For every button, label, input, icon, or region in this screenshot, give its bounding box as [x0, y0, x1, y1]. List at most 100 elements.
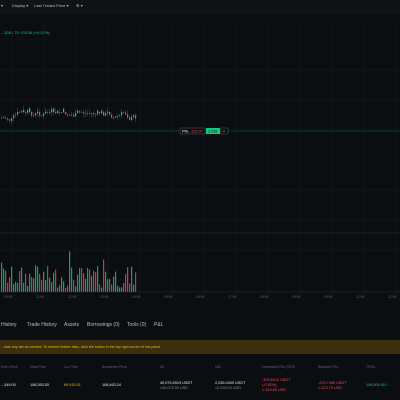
candle	[117, 115, 119, 117]
ohlc-legend: ...3051.70 +25.30 (+0.02%)	[0, 14, 200, 35]
volume-bar	[123, 282, 125, 292]
candle	[77, 110, 79, 114]
volume-bar	[21, 267, 23, 292]
candle	[65, 112, 67, 115]
volume-bar	[107, 279, 109, 292]
candle	[35, 113, 37, 116]
price-chart[interactable]: PNL -129.97 2.238 × 10:00 11:00 12:00 13:00…	[0, 22, 400, 298]
volume-bar	[65, 287, 67, 292]
interval-dropdown[interactable]: ▾	[1, 3, 4, 8]
candle	[85, 113, 87, 114]
volume-bar	[105, 271, 107, 292]
volume-bar	[93, 270, 95, 292]
tab-pnl[interactable]: P&L	[154, 322, 164, 328]
volume-bar	[57, 287, 59, 292]
tab-trade-history[interactable]: Trade History	[27, 322, 57, 328]
candle	[49, 112, 51, 113]
candle	[129, 117, 131, 120]
tab-history[interactable]: History	[1, 322, 17, 328]
mm-usd: ≈2,235.04 USD	[215, 386, 241, 390]
volume-bar	[63, 281, 65, 292]
candle	[63, 108, 65, 113]
volume-bar	[5, 270, 7, 292]
candle	[71, 114, 73, 116]
header-entry-price: Entry Price	[1, 365, 18, 369]
volume-bar	[69, 251, 71, 292]
candle	[123, 112, 125, 113]
close-position-button[interactable]	[220, 127, 229, 135]
candle	[83, 112, 85, 114]
volume-bar	[15, 281, 17, 292]
header-mm: MM	[215, 365, 221, 369]
volume-bar	[101, 287, 103, 292]
pnl-marker-value: -129.97	[190, 130, 203, 134]
candle	[93, 113, 95, 115]
volume-bar	[59, 284, 61, 292]
candle	[95, 114, 97, 115]
candle	[7, 118, 9, 120]
unrealized-pnl: -329.6012 USDT	[262, 378, 291, 382]
breakeven-price: 108,463.24	[102, 383, 122, 387]
volume-bar	[77, 274, 79, 292]
time-label: 21:00	[356, 295, 365, 298]
volume-bar	[53, 272, 55, 292]
price-type-dropdown[interactable]: Last Traded Price ▾	[34, 3, 69, 8]
chart-toolbar: ▾ Display ▾ Last Traded Price ▾ ⚙ ▾	[0, 0, 400, 14]
candle	[113, 117, 115, 119]
volume-bar	[111, 284, 113, 292]
time-label: 19:00	[292, 295, 301, 298]
volume-bar	[37, 266, 39, 292]
candle	[33, 115, 35, 116]
candle	[29, 108, 31, 112]
volume-bar	[73, 280, 75, 292]
chart-settings-dropdown[interactable]: ⚙ ▾	[76, 3, 83, 8]
volume-bar	[7, 282, 9, 292]
time-label: 20:00	[324, 295, 333, 298]
candle	[97, 110, 99, 115]
display-dropdown[interactable]: Display ▾	[12, 3, 29, 8]
candle	[135, 115, 137, 119]
pnl-marker-label: PNL	[182, 130, 189, 134]
candle	[27, 109, 29, 113]
candle	[53, 108, 55, 112]
volume-bar	[47, 266, 49, 292]
volume-bar	[117, 285, 119, 292]
header-breakeven: Breakeven Price	[102, 365, 127, 369]
tab-assets[interactable]: Assets	[64, 322, 80, 328]
volume-bar	[31, 277, 33, 292]
bottom-panel-tabs: History Trade History Assets Borrowings …	[0, 318, 400, 332]
volume-bar	[61, 277, 63, 292]
candle	[1, 117, 3, 119]
candle	[89, 113, 91, 114]
candle	[79, 111, 81, 113]
entry-price: ...349.00	[1, 383, 16, 387]
volume-bar	[99, 284, 101, 292]
volume-bar	[97, 266, 99, 292]
volume-bar	[41, 280, 43, 292]
candle	[121, 112, 123, 116]
tab-borrowings[interactable]: Borrowings (0)	[87, 322, 120, 328]
volume-bar	[129, 283, 131, 292]
volume-bar	[11, 266, 13, 292]
candle	[25, 112, 27, 113]
candle	[51, 109, 53, 113]
candle	[75, 113, 77, 117]
candle	[17, 111, 19, 115]
volume-bar	[27, 286, 29, 292]
pnl-marker[interactable]: PNL -129.97 2.238 ×	[179, 127, 229, 135]
header-im: IM	[160, 365, 164, 369]
candle	[107, 111, 109, 114]
candle	[55, 112, 57, 114]
tpsl-value[interactable]: 108,000.00 / ...	[366, 383, 392, 387]
position-row[interactable]: ...349.00 108,263.50 89,915.01 108,463.2…	[0, 372, 400, 392]
tab-tools[interactable]: Tools (0)	[127, 322, 147, 328]
close-icon: ×	[223, 129, 226, 134]
time-label: 14:00	[132, 295, 141, 298]
mm-value: 2,235.0400 USDT	[215, 381, 246, 385]
candle	[67, 114, 69, 116]
hidden-tabs-notice: ...hide any tab as needed. To restore hi…	[0, 340, 400, 354]
volume-bar	[29, 273, 31, 292]
header-unrealized-pnl: Unrealized P&L (ROI)	[262, 365, 295, 369]
time-label: 13:00	[100, 295, 109, 298]
volume-bar	[79, 268, 81, 292]
